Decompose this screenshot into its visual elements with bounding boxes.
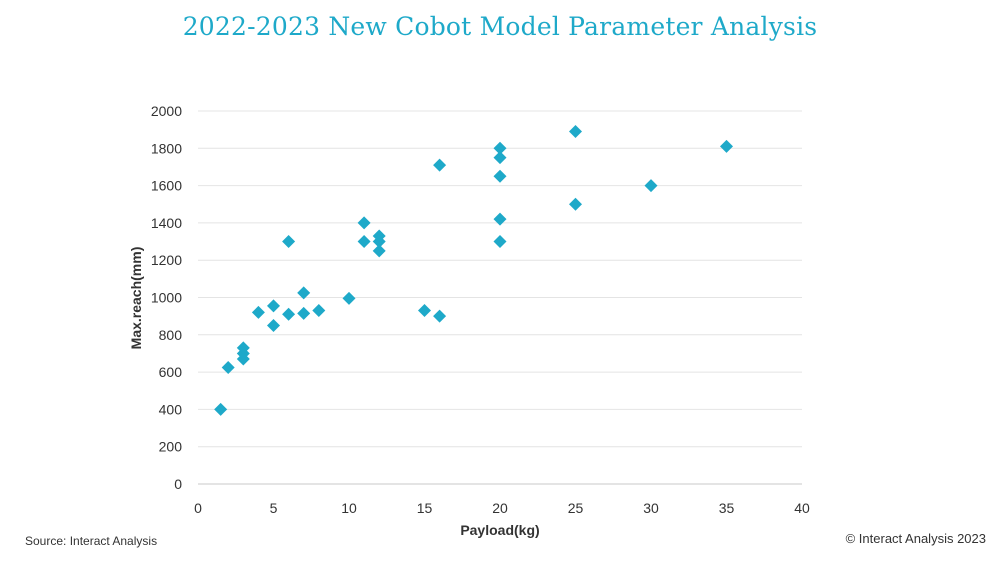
data-point	[357, 235, 371, 249]
source-note: Source: Interact Analysis	[25, 534, 158, 548]
x-axis-title: Payload(kg)	[460, 522, 539, 538]
data-point	[251, 305, 265, 319]
y-tick-label: 1000	[151, 290, 182, 306]
data-point	[493, 169, 507, 183]
y-tick-label: 1600	[151, 178, 182, 194]
data-point	[493, 141, 507, 155]
data-point	[569, 125, 582, 139]
data-point	[372, 229, 386, 243]
data-point	[267, 299, 280, 313]
y-tick-label: 1400	[151, 215, 182, 231]
x-tick-label: 40	[794, 500, 810, 516]
data-point	[357, 216, 371, 230]
x-tick-label: 0	[194, 500, 202, 516]
y-tick-label: 400	[159, 401, 183, 417]
data-point	[312, 304, 326, 318]
chart-title: 2022-2023 New Cobot Model Parameter Anal…	[182, 12, 818, 41]
data-point	[282, 235, 296, 249]
data-point	[418, 304, 431, 318]
data-point	[569, 197, 582, 211]
data-point	[236, 341, 250, 355]
y-tick-label: 1200	[151, 252, 182, 268]
data-point	[493, 235, 507, 249]
x-tick-label: 25	[568, 500, 584, 516]
data-point	[433, 309, 447, 323]
y-tick-label: 1800	[151, 140, 182, 156]
x-tick-label: 30	[643, 500, 659, 516]
data-point	[221, 360, 235, 374]
copyright-note: © Interact Analysis 2023	[845, 531, 986, 546]
data-point	[342, 291, 356, 305]
data-point	[297, 286, 311, 300]
y-tick-label: 600	[159, 364, 183, 380]
x-tick-label: 5	[270, 500, 278, 516]
data-point	[214, 402, 228, 416]
x-tick-label: 10	[341, 500, 357, 516]
y-tick-label: 800	[159, 327, 183, 343]
data-point	[493, 151, 507, 165]
x-tick-label: 35	[719, 500, 735, 516]
y-tick-label: 200	[159, 439, 183, 455]
x-tick-label: 15	[417, 500, 433, 516]
data-point	[433, 158, 447, 172]
data-point	[297, 306, 311, 320]
data-point	[644, 179, 658, 193]
x-axis-ticks: 0 5 10 15 20 25 30 35 40	[194, 500, 810, 516]
data-point	[267, 318, 280, 332]
data-point	[372, 244, 386, 258]
gridlines	[198, 110, 802, 485]
data-point	[282, 307, 296, 321]
x-tick-label: 20	[492, 500, 508, 516]
y-tick-label: 0	[174, 476, 182, 492]
y-axis-title: Max.reach(mm)	[128, 247, 144, 350]
y-tick-label: 2000	[151, 103, 182, 119]
data-point	[493, 212, 507, 226]
y-axis-ticks: 0 200 400 600 800 1000 1200 1400 1600 1800 2000	[151, 103, 182, 492]
data-point	[720, 139, 733, 153]
data-points	[214, 125, 733, 416]
